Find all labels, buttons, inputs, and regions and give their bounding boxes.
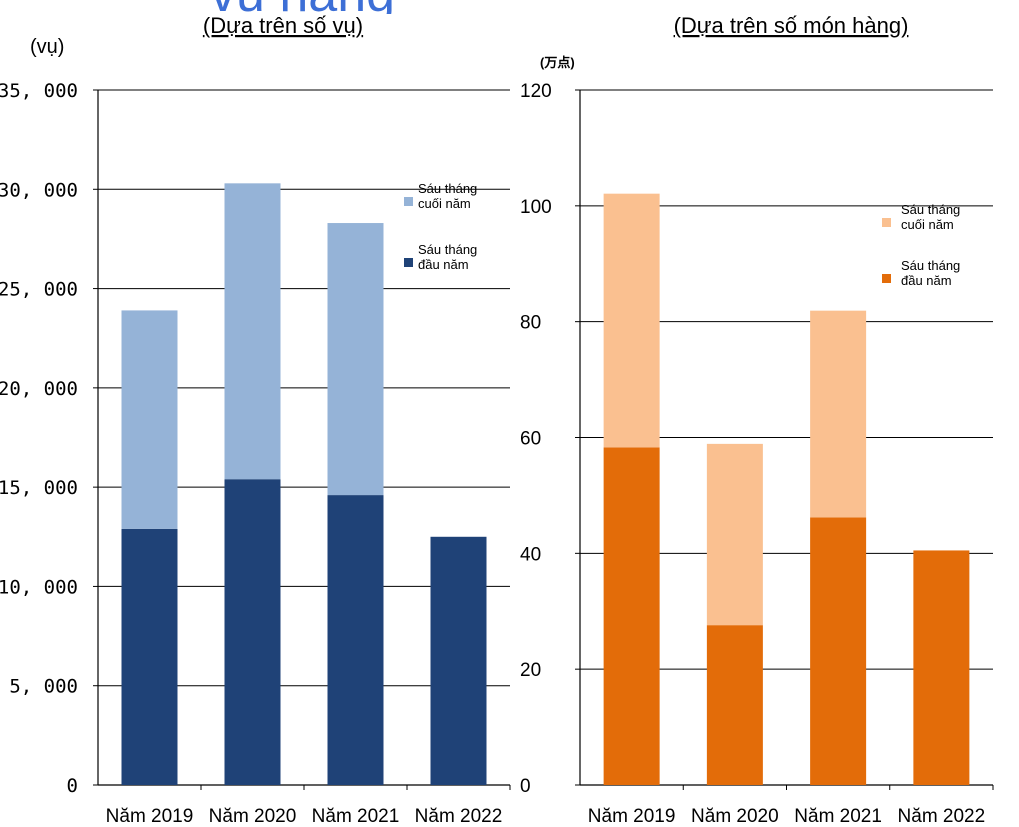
y-tick-label: 80 — [520, 313, 541, 334]
x-category-label: Năm 2021 — [312, 806, 400, 827]
bar-second-half-2 — [706, 443, 763, 626]
x-category-label: Năm 2020 — [209, 806, 297, 827]
bar-first-half-2 — [224, 479, 281, 785]
legend-swatch-second-half — [404, 197, 413, 206]
y-tick-label: 0 — [67, 775, 78, 797]
legend-label-first-half: Sáu tháng đầu năm — [901, 258, 960, 288]
left-chart-ylabel: (vụ) — [30, 36, 64, 58]
chart-items: 0 20 40 60 80 100 120 Năm 2019 Năm 2020 Năm 2021 N… — [520, 81, 994, 827]
bar-second-half-3 — [327, 223, 384, 496]
bar-first-half-3 — [327, 495, 384, 785]
y-tick-label: 40 — [520, 544, 541, 565]
y-tick-label: 20, 000 — [0, 378, 78, 400]
bar-first-half-1 — [603, 447, 660, 785]
chart-cases: 0 5, 000 10, 000 15, 000 20, 000 25, 000 30, 0… — [0, 80, 511, 827]
bar-second-half-1 — [603, 193, 660, 448]
y-tick-label: 15, 000 — [0, 477, 78, 499]
bar-second-half-3 — [810, 310, 867, 518]
bar-second-half-2 — [224, 183, 281, 480]
y-tick-label: 100 — [520, 197, 552, 218]
legend-label-first-half: Sáu tháng đầu năm — [418, 242, 477, 272]
x-category-label: Năm 2022 — [415, 806, 503, 827]
y-tick-label: 30, 000 — [0, 179, 78, 201]
legend-swatch-second-half — [882, 218, 891, 227]
y-tick-label: 20 — [520, 660, 541, 681]
legend-swatch-first-half — [404, 258, 413, 267]
x-category-label: Năm 2020 — [691, 806, 779, 827]
bar-first-half-4 — [913, 550, 970, 785]
bar-first-half-2 — [706, 625, 763, 785]
y-tick-label: 5, 000 — [9, 676, 78, 698]
left-chart-subtitle: (Dựa trên số vụ) — [203, 13, 363, 38]
legend-label-second-half: Sáu tháng cuối năm — [901, 202, 960, 232]
legend-swatch-first-half — [882, 274, 891, 283]
bar-first-half-3 — [810, 517, 867, 785]
plot-layer: 0 5, 000 10, 000 15, 000 20, 000 25, 000 30, 0… — [0, 80, 994, 827]
right-chart-subtitle: (Dựa trên số món hàng) — [674, 13, 909, 38]
bar-first-half-1 — [121, 528, 178, 785]
legend-label-second-half: Sáu tháng cuối năm — [418, 181, 477, 211]
y-tick-label: 35, 000 — [0, 80, 78, 102]
x-category-label: Năm 2019 — [106, 806, 194, 827]
y-tick-label: 60 — [520, 429, 541, 450]
y-tick-label: 120 — [520, 81, 552, 102]
x-category-label: Năm 2019 — [588, 806, 676, 827]
y-tick-label: 0 — [520, 776, 531, 797]
y-tick-label: 10, 000 — [0, 576, 78, 598]
right-chart-ylabel: (万点) — [540, 55, 575, 70]
y-tick-label: 25, 000 — [0, 279, 78, 301]
bar-first-half-4 — [430, 536, 487, 785]
x-category-label: Năm 2021 — [794, 806, 882, 827]
x-category-label: Năm 2022 — [898, 806, 986, 827]
banner-fragment: vụ hàng — [210, 0, 395, 14]
bar-second-half-1 — [121, 310, 178, 529]
cropped-title-banner: vụ hàng — [0, 0, 1019, 14]
